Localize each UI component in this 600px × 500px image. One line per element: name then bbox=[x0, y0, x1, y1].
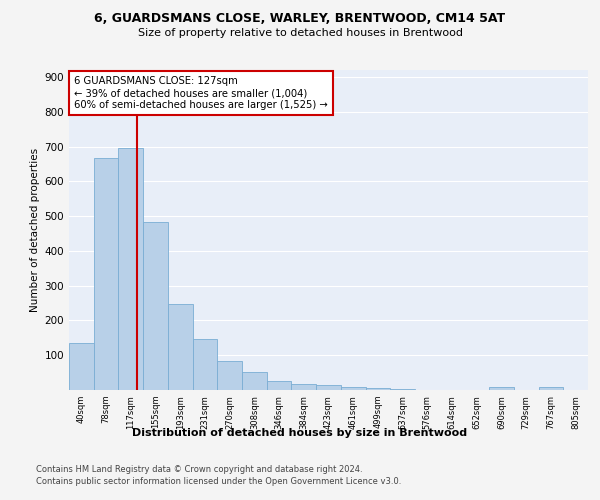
Text: Size of property relative to detached houses in Brentwood: Size of property relative to detached ho… bbox=[137, 28, 463, 38]
Bar bbox=[267, 380, 292, 390]
Bar bbox=[168, 304, 193, 390]
Bar bbox=[94, 158, 118, 390]
Bar bbox=[316, 385, 341, 390]
Bar bbox=[539, 387, 563, 390]
Text: Contains public sector information licensed under the Open Government Licence v3: Contains public sector information licen… bbox=[36, 478, 401, 486]
Bar bbox=[390, 388, 415, 390]
Bar bbox=[292, 384, 316, 390]
Text: 6, GUARDSMANS CLOSE, WARLEY, BRENTWOOD, CM14 5AT: 6, GUARDSMANS CLOSE, WARLEY, BRENTWOOD, … bbox=[94, 12, 506, 26]
Bar bbox=[341, 387, 365, 390]
Bar bbox=[69, 343, 94, 390]
Bar bbox=[217, 361, 242, 390]
Bar bbox=[365, 388, 390, 390]
Text: Contains HM Land Registry data © Crown copyright and database right 2024.: Contains HM Land Registry data © Crown c… bbox=[36, 465, 362, 474]
Bar bbox=[143, 222, 168, 390]
Bar bbox=[193, 338, 217, 390]
Text: Distribution of detached houses by size in Brentwood: Distribution of detached houses by size … bbox=[133, 428, 467, 438]
Bar bbox=[118, 148, 143, 390]
Y-axis label: Number of detached properties: Number of detached properties bbox=[31, 148, 40, 312]
Bar bbox=[242, 372, 267, 390]
Bar bbox=[489, 386, 514, 390]
Text: 6 GUARDSMANS CLOSE: 127sqm
← 39% of detached houses are smaller (1,004)
60% of s: 6 GUARDSMANS CLOSE: 127sqm ← 39% of deta… bbox=[74, 76, 328, 110]
